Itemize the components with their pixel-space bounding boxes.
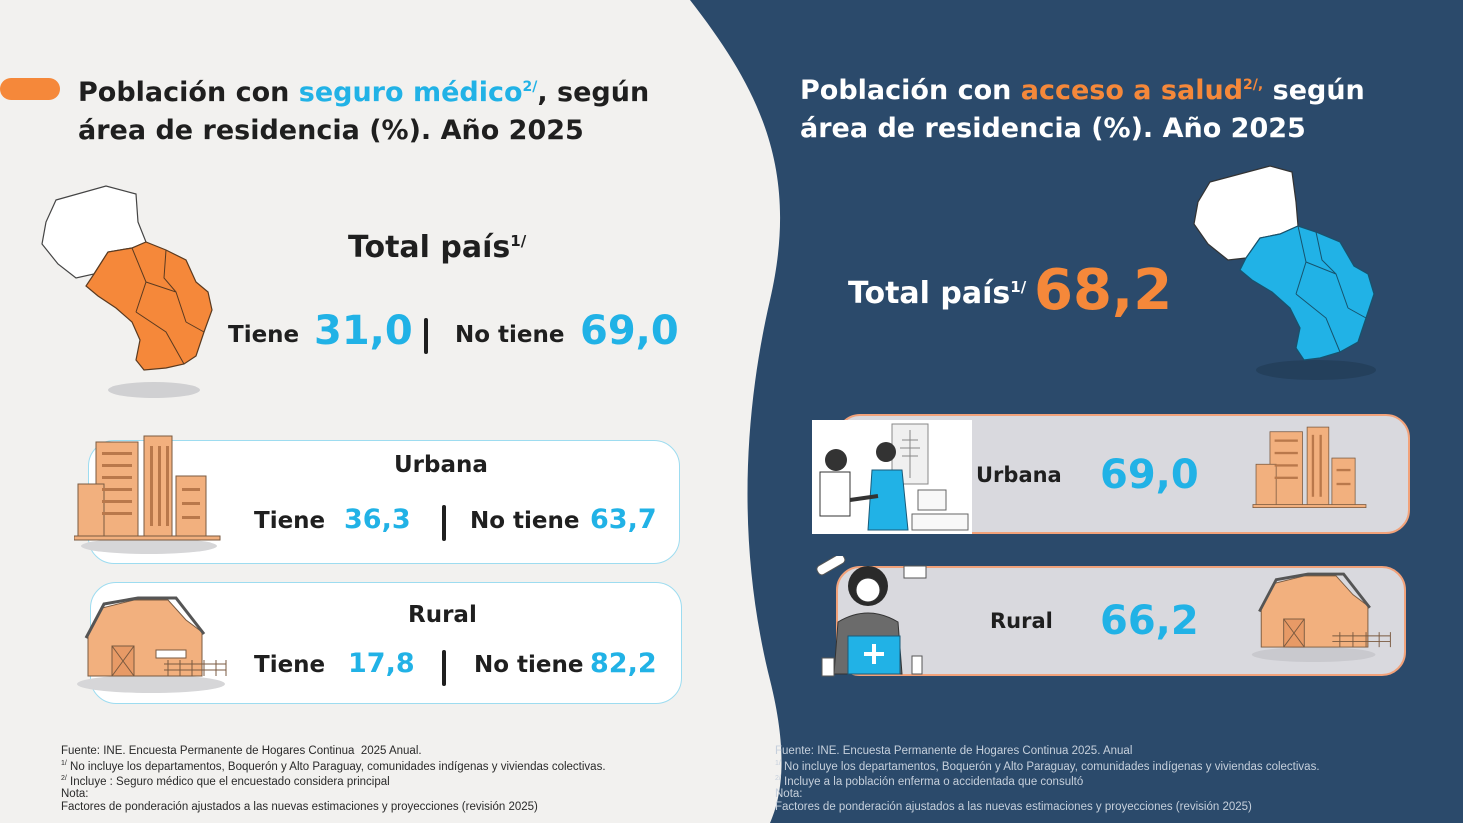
left-total-heading: Total país1/ [348, 230, 527, 265]
right-total-heading: Total país1/ [848, 276, 1027, 311]
barn-icon [1251, 572, 1391, 663]
right-urbana-title: Urbana [976, 463, 1062, 487]
right-total-value: 68,2 [1034, 258, 1173, 323]
left-total-tiene-label: Tiene [228, 322, 300, 348]
left-rural-notiene-label: No tiene [474, 652, 584, 678]
right-title-line2: área de residencia (%). Año 2025 [800, 113, 1306, 144]
right-footnotes: Fuente: INE. Encuesta Permanente de Hoga… [775, 745, 1320, 813]
left-urbana-tiene-label: Tiene [254, 508, 326, 534]
right-rural-title: Rural [990, 609, 1053, 633]
doctor-patient-icon [812, 420, 972, 534]
nurse-medkit-icon [816, 556, 927, 677]
left-urbana-title: Urbana [394, 452, 488, 478]
paraguay-map-icon [1193, 165, 1376, 380]
left-total-notiene-value: 69,0 [580, 308, 679, 354]
right-title: Población con acceso a salud2/, según ár… [800, 75, 1365, 144]
left-rural-title: Rural [408, 602, 477, 628]
barn-icon [77, 596, 227, 693]
left-title-line2: área de residencia (%). Año 2025 [78, 115, 584, 146]
left-urbana-separator [442, 505, 446, 541]
paraguay-map-icon [41, 185, 213, 398]
left-total-tiene-value: 31,0 [314, 308, 413, 354]
left-urbana-notiene-label: No tiene [470, 508, 580, 534]
left-urbana-notiene-value: 63,7 [590, 504, 657, 535]
right-rural-value: 66,2 [1100, 598, 1199, 644]
left-footnotes: Fuente: INE. Encuesta Permanente de Hoga… [61, 745, 606, 813]
left-rural-tiene-label: Tiene [254, 652, 326, 678]
left-total-separator [424, 318, 428, 354]
buildings-icon [74, 435, 221, 554]
left-rural-separator [442, 650, 446, 686]
left-urbana-tiene-value: 36,3 [344, 504, 411, 535]
left-title: Población con seguro médico2/, según áre… [78, 77, 650, 146]
left-total-notiene-label: No tiene [455, 322, 565, 348]
right-urbana-value: 69,0 [1100, 452, 1199, 498]
left-title-highlight: seguro médico [298, 77, 523, 108]
right-title-highlight: acceso a salud [1020, 75, 1244, 106]
left-rural-tiene-value: 17,8 [348, 648, 415, 679]
left-rural-notiene-value: 82,2 [590, 648, 657, 679]
buildings-icon [1252, 426, 1367, 508]
